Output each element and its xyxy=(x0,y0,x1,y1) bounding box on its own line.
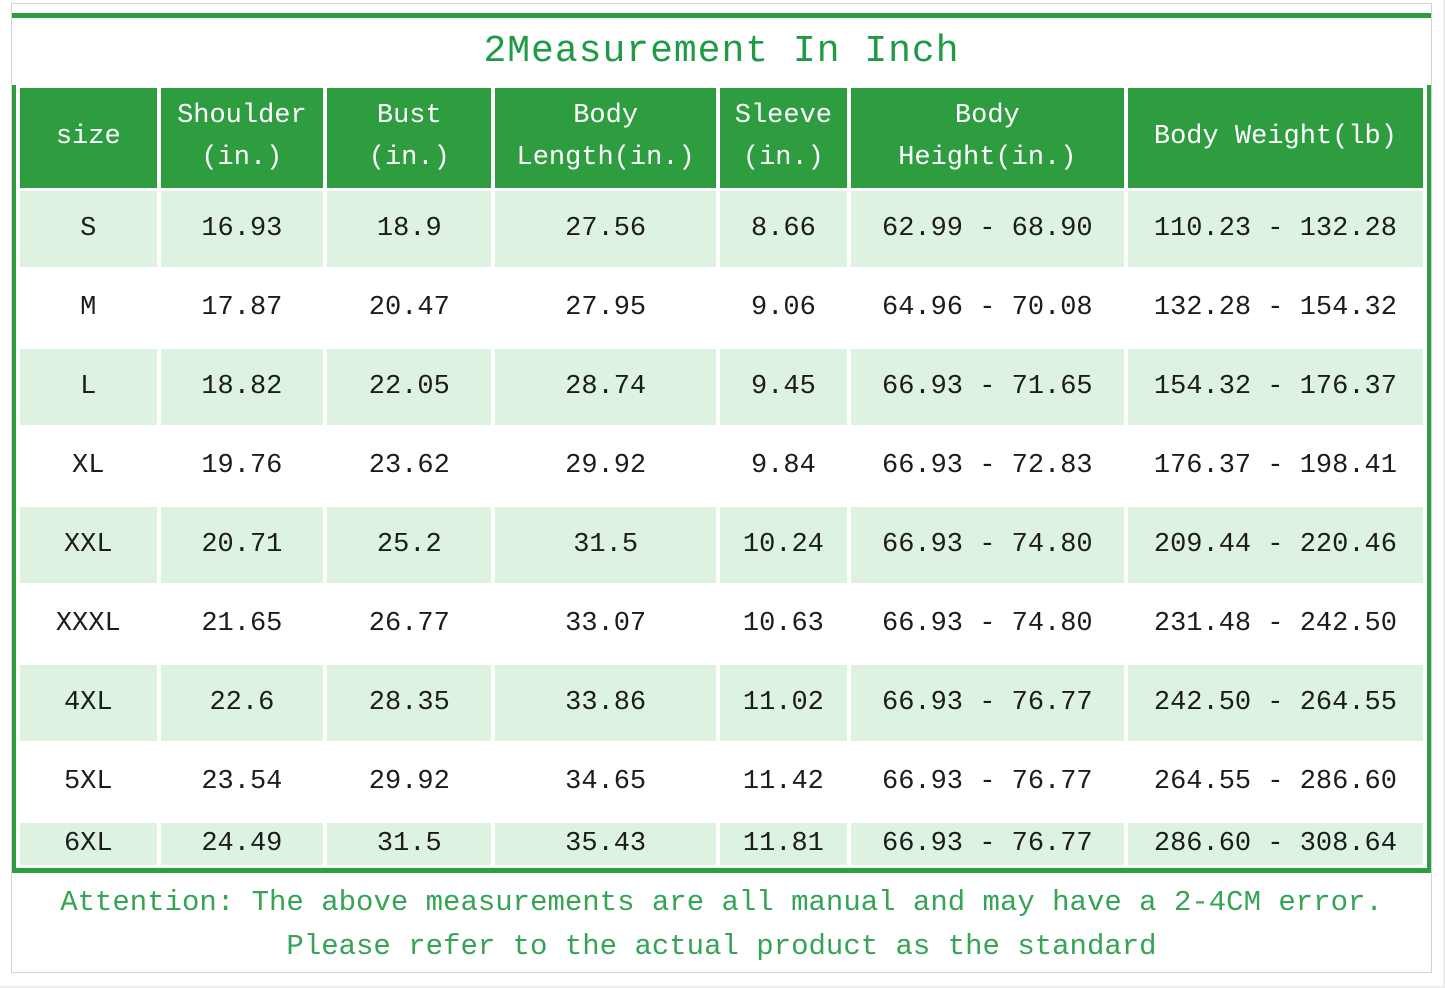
value-cell: 35.43 xyxy=(495,823,716,865)
table-row: 6XL 24.49 31.5 35.43 11.81 66.93 - 76.77 286.6… xyxy=(20,823,1423,865)
value-cell: 62.99 - 68.90 xyxy=(850,191,1124,267)
column-header-sleeve: Sleeve (in.) xyxy=(719,88,847,188)
value-cell: 21.65 xyxy=(160,586,324,662)
size-table-body: S 16.93 18.9 27.56 8.66 62.99 - 68.90 110.23 -… xyxy=(20,191,1423,865)
value-cell: 25.2 xyxy=(327,507,492,583)
value-cell: 11.42 xyxy=(719,744,847,820)
size-cell: XXXL xyxy=(20,586,157,662)
value-cell: 20.71 xyxy=(160,507,324,583)
value-cell: 29.92 xyxy=(327,744,492,820)
value-cell: 10.24 xyxy=(719,507,847,583)
table-row: L 18.82 22.05 28.74 9.45 66.93 - 71.65 154.32 … xyxy=(20,349,1423,425)
value-cell: 66.93 - 76.77 xyxy=(850,665,1124,741)
value-cell: 264.55 - 286.60 xyxy=(1127,744,1423,820)
value-cell: 16.93 xyxy=(160,191,324,267)
value-cell: 24.49 xyxy=(160,823,324,865)
value-cell: 66.93 - 76.77 xyxy=(850,744,1124,820)
size-cell: 6XL xyxy=(20,823,157,865)
size-chart-panel: 2Measurement In Inch size Shoulder (in.)… xyxy=(11,3,1432,973)
size-cell: L xyxy=(20,349,157,425)
value-cell: 27.95 xyxy=(495,270,716,346)
value-cell: 66.93 - 74.80 xyxy=(850,586,1124,662)
value-cell: 231.48 - 242.50 xyxy=(1127,586,1423,662)
value-cell: 8.66 xyxy=(719,191,847,267)
value-cell: 11.02 xyxy=(719,665,847,741)
value-cell: 33.86 xyxy=(495,665,716,741)
value-cell: 242.50 - 264.55 xyxy=(1127,665,1423,741)
value-cell: 31.5 xyxy=(495,507,716,583)
size-cell: XXL xyxy=(20,507,157,583)
column-header-body-height: Body Height(in.) xyxy=(850,88,1124,188)
value-cell: 31.5 xyxy=(327,823,492,865)
column-header-shoulder: Shoulder (in.) xyxy=(160,88,324,188)
value-cell: 23.62 xyxy=(327,428,492,504)
value-cell: 9.06 xyxy=(719,270,847,346)
column-header-bust: Bust (in.) xyxy=(327,88,492,188)
table-row: 4XL 22.6 28.35 33.86 11.02 66.93 - 76.77 242.5… xyxy=(20,665,1423,741)
value-cell: 28.74 xyxy=(495,349,716,425)
column-header-size: size xyxy=(20,88,157,188)
value-cell: 29.92 xyxy=(495,428,716,504)
value-cell: 110.23 - 132.28 xyxy=(1127,191,1423,267)
value-cell: 154.32 - 176.37 xyxy=(1127,349,1423,425)
value-cell: 10.63 xyxy=(719,586,847,662)
size-cell: XL xyxy=(20,428,157,504)
value-cell: 176.37 - 198.41 xyxy=(1127,428,1423,504)
size-cell: M xyxy=(20,270,157,346)
value-cell: 9.84 xyxy=(719,428,847,504)
table-row: XL 19.76 23.62 29.92 9.84 66.93 - 72.83 176.37… xyxy=(20,428,1423,504)
value-cell: 19.76 xyxy=(160,428,324,504)
value-cell: 11.81 xyxy=(719,823,847,865)
value-cell: 209.44 - 220.46 xyxy=(1127,507,1423,583)
value-cell: 66.93 - 71.65 xyxy=(850,349,1124,425)
value-cell: 20.47 xyxy=(327,270,492,346)
value-cell: 27.56 xyxy=(495,191,716,267)
value-cell: 9.45 xyxy=(719,349,847,425)
value-cell: 64.96 - 70.08 xyxy=(850,270,1124,346)
value-cell: 33.07 xyxy=(495,586,716,662)
column-header-body-weight: Body Weight(lb) xyxy=(1127,88,1423,188)
header-row: size Shoulder (in.) Bust (in.) Body Leng… xyxy=(20,88,1423,188)
table-row: M 17.87 20.47 27.95 9.06 64.96 - 70.08 132.28 … xyxy=(20,270,1423,346)
value-cell: 18.9 xyxy=(327,191,492,267)
page-title: 2Measurement In Inch xyxy=(483,30,960,73)
value-cell: 17.87 xyxy=(160,270,324,346)
value-cell: 23.54 xyxy=(160,744,324,820)
size-cell: S xyxy=(20,191,157,267)
top-accent-bar xyxy=(12,13,1431,18)
table-row: 5XL 23.54 29.92 34.65 11.42 66.93 - 76.77 264.… xyxy=(20,744,1423,820)
value-cell: 28.35 xyxy=(327,665,492,741)
table-row: S 16.93 18.9 27.56 8.66 62.99 - 68.90 110.23 -… xyxy=(20,191,1423,267)
value-cell: 66.93 - 72.83 xyxy=(850,428,1124,504)
attention-note: Attention: The above measurements are al… xyxy=(12,873,1431,973)
value-cell: 286.60 - 308.64 xyxy=(1127,823,1423,865)
value-cell: 66.93 - 74.80 xyxy=(850,507,1124,583)
size-cell: 4XL xyxy=(20,665,157,741)
attention-line-2: Please refer to the actual product as th… xyxy=(286,930,1157,963)
column-header-body-length: Body Length(in.) xyxy=(495,88,716,188)
value-cell: 22.6 xyxy=(160,665,324,741)
attention-line-1: Attention: The above measurements are al… xyxy=(60,886,1383,919)
value-cell: 132.28 - 154.32 xyxy=(1127,270,1423,346)
table-header: size Shoulder (in.) Bust (in.) Body Leng… xyxy=(20,88,1423,188)
measurement-table: size Shoulder (in.) Bust (in.) Body Leng… xyxy=(12,85,1431,873)
value-cell: 34.65 xyxy=(495,744,716,820)
table-row: XXL 20.71 25.2 31.5 10.24 66.93 - 74.80 209.44… xyxy=(20,507,1423,583)
value-cell: 26.77 xyxy=(327,586,492,662)
table-row: XXXL 21.65 26.77 33.07 10.63 66.93 - 74.80 231… xyxy=(20,586,1423,662)
value-cell: 18.82 xyxy=(160,349,324,425)
value-cell: 22.05 xyxy=(327,349,492,425)
size-cell: 5XL xyxy=(20,744,157,820)
value-cell: 66.93 - 76.77 xyxy=(850,823,1124,865)
